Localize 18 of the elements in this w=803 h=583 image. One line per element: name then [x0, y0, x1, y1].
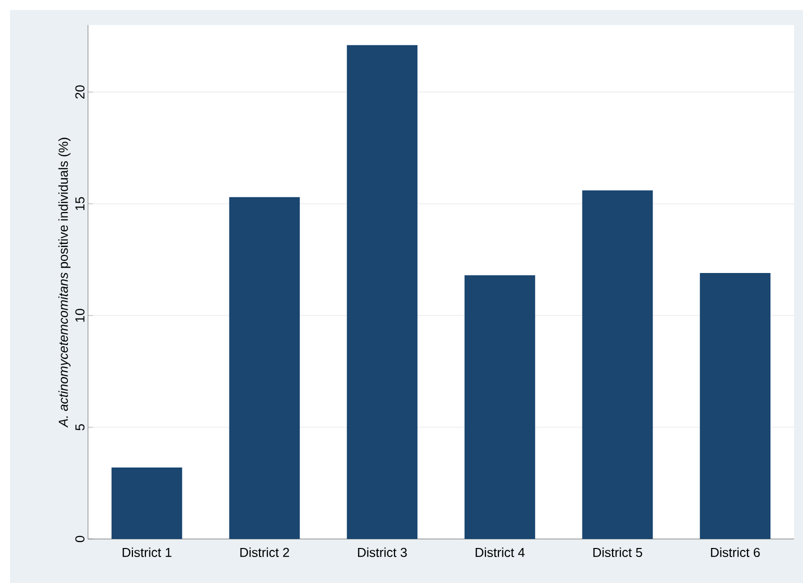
bar [700, 273, 770, 539]
y-tick-label: 5 [75, 424, 84, 430]
bar [346, 45, 418, 539]
y-tick-label: 15 [75, 197, 84, 210]
x-tick-label: District 3 [358, 548, 407, 558]
y-tick-label: 10 [75, 308, 84, 322]
y-tick-label: 0 [75, 536, 84, 542]
x-tick-label: District 4 [476, 548, 525, 558]
bar [582, 190, 653, 539]
y-tick-label: 20 [75, 85, 84, 99]
bar [464, 275, 536, 539]
x-tick-label: District 2 [240, 548, 290, 558]
x-tick-label: District 6 [711, 548, 760, 558]
y-axis-title: A. actinomycetemcomitans positive individuals (%) [58, 138, 70, 428]
bar [229, 197, 300, 539]
x-tick-label: District 1 [122, 548, 172, 558]
x-tick-label: District 5 [593, 548, 642, 558]
bar [112, 467, 182, 539]
